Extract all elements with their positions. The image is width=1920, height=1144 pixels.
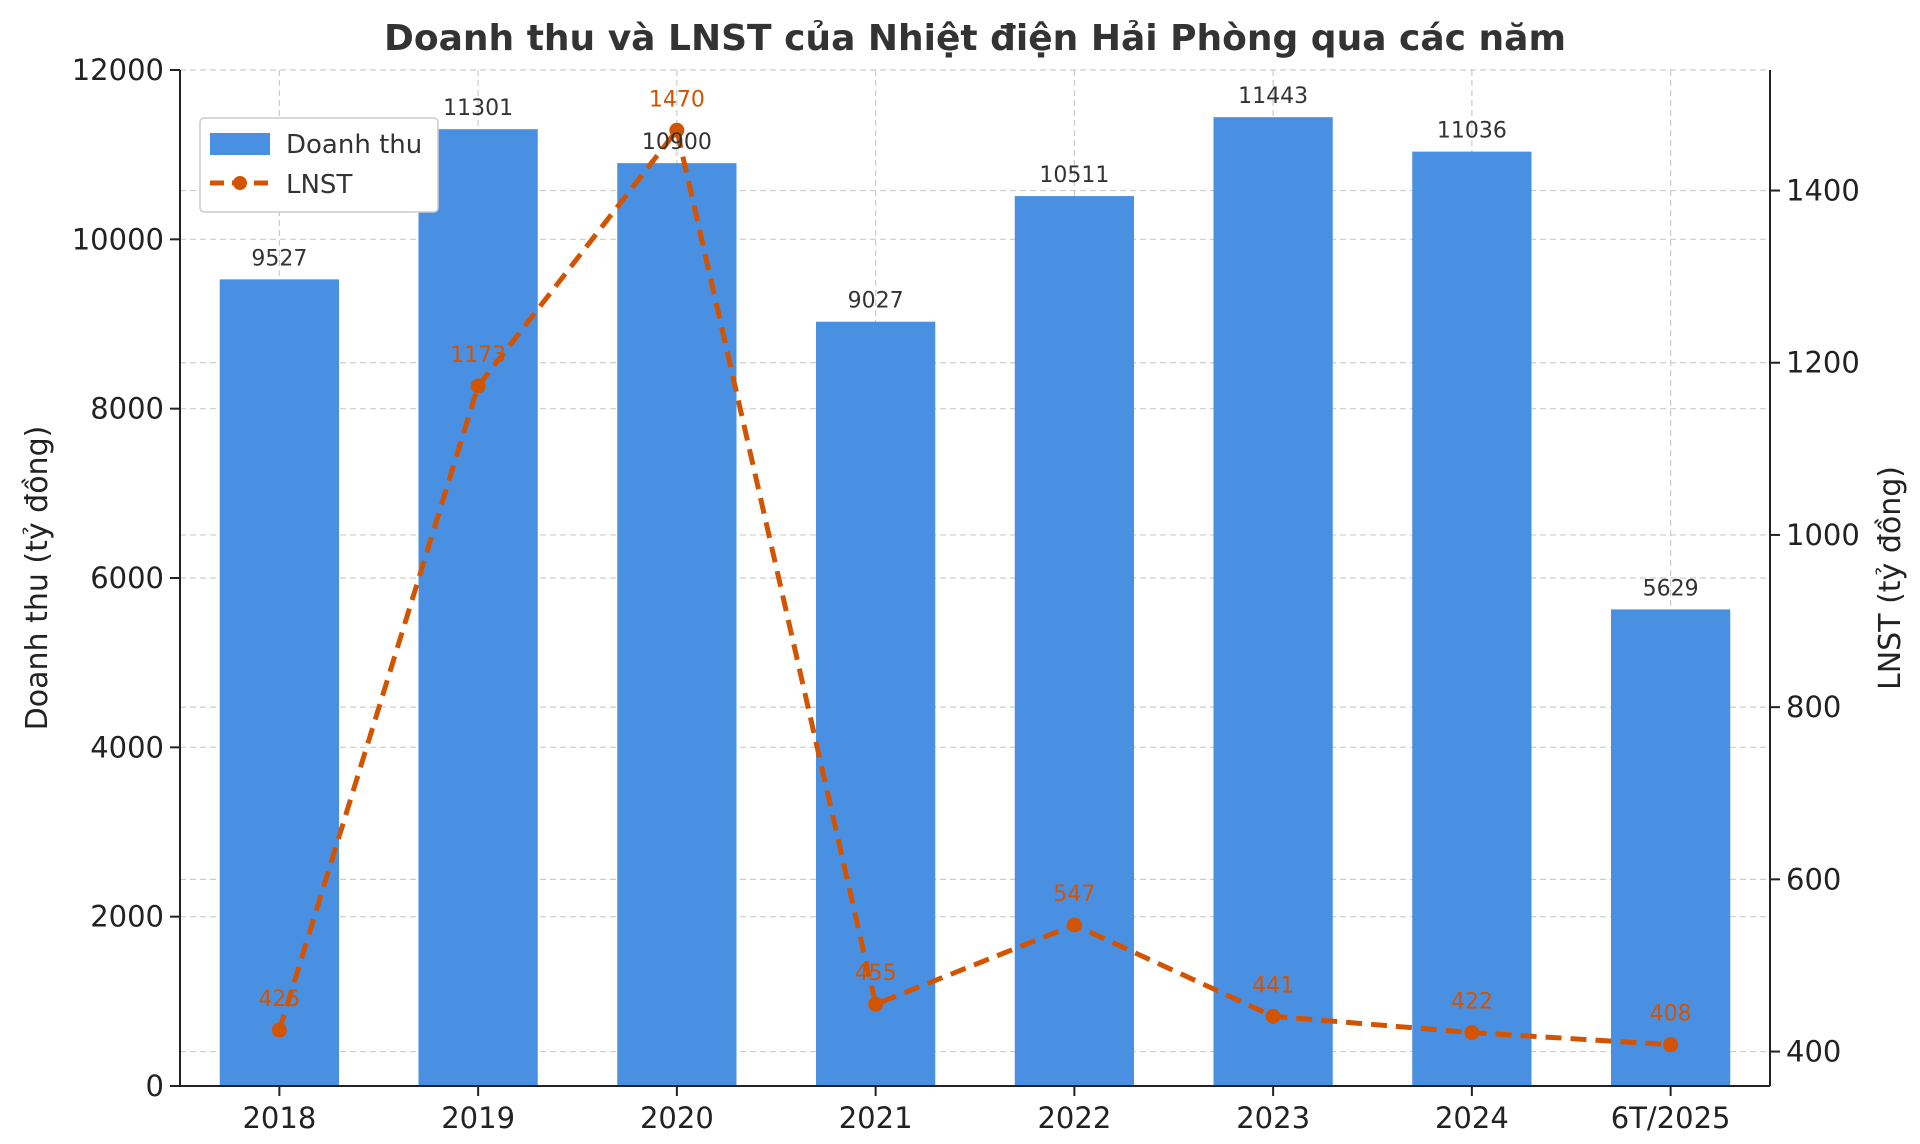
y-tick-label-left: 12000 [72, 53, 164, 87]
lnst-value-label: 1173 [450, 343, 506, 368]
bar-2024 [1412, 151, 1532, 1087]
lnst-value-label: 425 [258, 987, 300, 1012]
bar-2019 [418, 129, 538, 1086]
legend-swatch-doanh-thu [210, 133, 270, 155]
y-tick-label-right: 600 [1786, 862, 1841, 896]
bar-2023 [1213, 117, 1333, 1087]
line-lnst [271, 122, 1679, 1053]
x-tick-label: 2022 [1037, 1101, 1111, 1135]
lnst-point-2018 [271, 1022, 287, 1038]
y-tick-label-right: 800 [1786, 690, 1841, 724]
bar-2018 [219, 279, 339, 1086]
lnst-value-label: 455 [855, 961, 897, 986]
lnst-point-2023 [1265, 1008, 1281, 1024]
data-labels: 9527 11301 10900 9027 10511 11443 11036 5629 425… [251, 84, 1698, 1027]
bar-6T/2025 [1611, 609, 1731, 1086]
y-tick-label-left: 6000 [90, 561, 164, 595]
lnst-point-2024 [1464, 1025, 1480, 1041]
x-tick-label: 6T/2025 [1611, 1101, 1731, 1135]
bar-2021 [816, 321, 936, 1086]
legend-marker-lnst [233, 176, 247, 190]
y-axis-label-left: Doanh thu (tỷ đồng) [20, 426, 55, 731]
y-tick-label-left: 10000 [72, 222, 164, 256]
legend: Doanh thu LNST [199, 117, 439, 213]
y-axis-label-right: LNST (tỷ đồng) [1873, 466, 1908, 690]
bar-value-label: 10511 [1039, 163, 1109, 188]
y-tick-label-left: 2000 [90, 900, 164, 934]
x-tick-label: 2019 [441, 1101, 515, 1135]
bars-doanh-thu [219, 117, 1731, 1087]
y-tick-label-right: 400 [1786, 1035, 1841, 1069]
x-tick-label: 2020 [640, 1101, 714, 1135]
lnst-point-2021 [868, 996, 884, 1012]
lnst-line [276, 127, 1671, 1048]
lnst-value-label: 408 [1650, 1002, 1692, 1027]
lnst-value-label: 1470 [649, 87, 705, 112]
y-tick-label-right: 1200 [1786, 346, 1860, 380]
lnst-value-label: 422 [1451, 990, 1493, 1015]
bar-value-label: 11301 [443, 96, 513, 121]
lnst-value-label: 547 [1053, 882, 1095, 907]
y-tick-label-right: 1400 [1786, 174, 1860, 208]
lnst-point-6T/2025 [1663, 1037, 1679, 1053]
bar-value-label: 10900 [642, 130, 712, 155]
x-tick-label: 2018 [242, 1101, 316, 1135]
bar-2020 [617, 163, 737, 1087]
y-tick-label-left: 4000 [90, 730, 164, 764]
lnst-point-2019 [470, 378, 486, 394]
bar-value-label: 11443 [1238, 84, 1308, 109]
legend-label-doanh-thu: Doanh thu [286, 130, 422, 160]
x-tick-label: 2021 [839, 1101, 913, 1135]
bar-value-label: 5629 [1643, 576, 1699, 601]
bar-value-label: 11036 [1437, 119, 1507, 144]
bar-value-label: 9527 [251, 246, 307, 271]
axes: 0 2000 4000 6000 8000 10000 12000 400 600 800 1000… [72, 53, 1860, 1135]
y-tick-label-left: 0 [146, 1069, 164, 1103]
lnst-point-2020 [669, 122, 685, 138]
y-tick-label-left: 8000 [90, 392, 164, 426]
bar-2022 [1014, 196, 1134, 1086]
x-tick-label: 2023 [1236, 1101, 1310, 1135]
lnst-value-label: 441 [1252, 973, 1294, 998]
x-tick-label: 2024 [1435, 1101, 1509, 1135]
legend-label-lnst: LNST [286, 170, 352, 200]
lnst-point-2022 [1066, 917, 1082, 933]
bar-value-label: 9027 [848, 289, 904, 314]
y-tick-label-right: 1000 [1786, 518, 1860, 552]
chart-title: Doanh thu và LNST của Nhiệt điện Hải Phò… [384, 18, 1566, 59]
